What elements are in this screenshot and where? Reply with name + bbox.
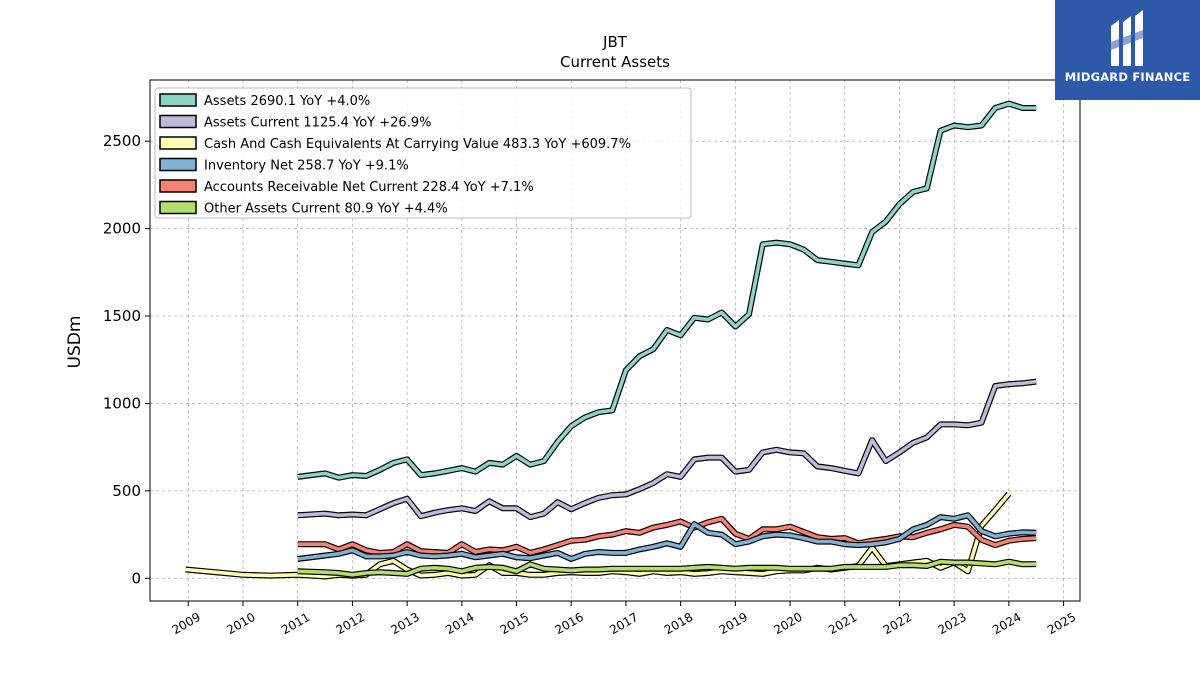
legend-label: Cash And Cash Equivalents At Carrying Va… [204,137,631,152]
chart-title: JBT [602,33,628,51]
y-tick-label: 0 [131,569,141,587]
series-line-4 [297,516,1037,555]
series-line-5 [297,559,1037,577]
brand-name: MIDGARD FINANCE [1064,70,1191,84]
legend-label: Assets 2690.1 YoY +4.0% [204,94,370,109]
x-tick-label: 2014 [443,610,476,637]
legend-swatch [159,179,197,193]
y-tick-label: 1000 [103,394,141,412]
x-tick-label: 2011 [279,610,312,637]
x-tick-label: 2009 [170,610,203,637]
series-line-3 [297,513,1037,561]
legend-swatch [159,136,197,150]
x-tick-label: 2010 [224,610,257,637]
series-line-0 [297,101,1037,480]
series-line-1 [297,379,1037,519]
x-tick-label: 2023 [935,610,968,637]
y-axis: 0 500 1000 1500 2000 2500 [103,132,150,587]
x-tick-label: 2017 [607,610,640,637]
x-tick-label: 2021 [826,610,859,637]
y-tick-label: 2000 [103,220,141,238]
series-line-2 [185,492,1011,579]
legend-label: Other Assets Current 80.9 YoY +4.4% [204,202,448,217]
y-tick-label: 500 [112,482,141,500]
x-tick-label: 2022 [881,610,914,637]
x-tick-label: 2016 [553,610,586,637]
y-tick-label: 1500 [103,307,141,325]
legend-box [154,87,692,219]
y-axis-label: USDm [65,316,85,369]
brand-logo: MIDGARD FINANCE [1055,0,1200,100]
x-tick-label: 2020 [771,610,804,637]
legend-label: Assets Current 1125.4 YoY +26.9% [204,116,431,131]
plot-frame [149,79,1081,602]
x-axis: 2009 2010 2011 2012 2013 2014 2015 2016 2017 2018… [170,601,1078,637]
x-tick-label: 2015 [498,610,531,637]
legend: Assets 2690.1 YoY +4.0% Assets Current 11… [154,87,692,219]
legend-label: Accounts Receivable Net Current 228.4 Yo… [204,180,534,195]
series-outline-1 [297,378,1037,521]
legend-swatch [159,157,197,172]
x-tick-label: 2025 [1045,610,1078,637]
x-tick-label: 2018 [662,610,695,637]
series-layer [185,100,1037,580]
x-tick-label: 2012 [334,610,367,637]
legend-swatch [159,93,197,107]
legend-swatch [159,200,197,215]
legend-swatch [159,114,197,129]
x-tick-label: 2024 [990,610,1023,637]
y-tick-label: 2500 [103,132,141,150]
logo-mark-icon [1111,10,1143,66]
x-tick-label: 2019 [717,610,750,637]
legend-label: Inventory Net 258.7 YoY +9.1% [204,159,409,174]
chart-subtitle: Current Assets [560,53,670,71]
x-tick-label: 2013 [388,610,421,637]
